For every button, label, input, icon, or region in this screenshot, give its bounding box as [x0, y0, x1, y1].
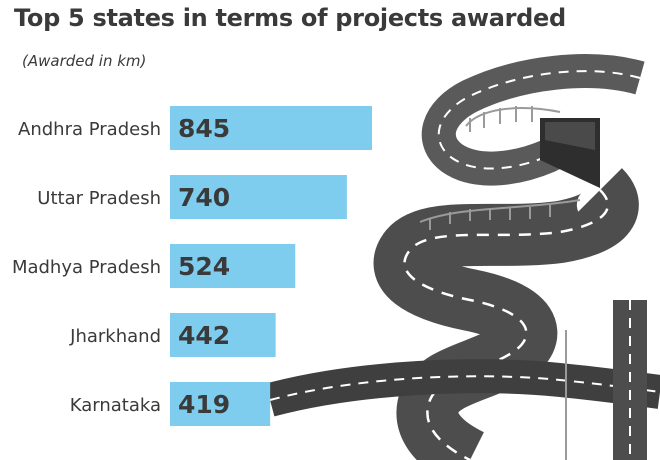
chart-subtitle: (Awarded in km) — [22, 52, 147, 70]
data-label: 442 — [178, 321, 230, 350]
bar-karnataka — [170, 382, 271, 426]
bar-uttar-pradesh — [170, 175, 347, 219]
bar-jharkhand — [170, 313, 276, 357]
category-label: Uttar Pradesh — [37, 188, 161, 209]
data-label: 740 — [178, 183, 230, 212]
category-label: Madhya Pradesh — [12, 257, 161, 278]
category-label: Jharkhand — [69, 326, 161, 347]
bar-madhya-pradesh — [170, 244, 296, 288]
bars-group: Andhra Pradesh 845 Uttar Pradesh 740 Madhya … — [12, 106, 372, 426]
winding-road — [373, 168, 639, 460]
overpass-road — [421, 54, 645, 188]
bar-andhra-pradesh — [170, 106, 372, 150]
chart-title: Top 5 states in terms of projects awarde… — [14, 4, 566, 32]
category-label: Karnataka — [70, 395, 161, 416]
data-label: 845 — [178, 114, 230, 143]
category-label: Andhra Pradesh — [18, 119, 161, 140]
data-label: 524 — [178, 252, 230, 281]
data-label: 419 — [178, 390, 230, 419]
lower-road — [265, 300, 660, 460]
